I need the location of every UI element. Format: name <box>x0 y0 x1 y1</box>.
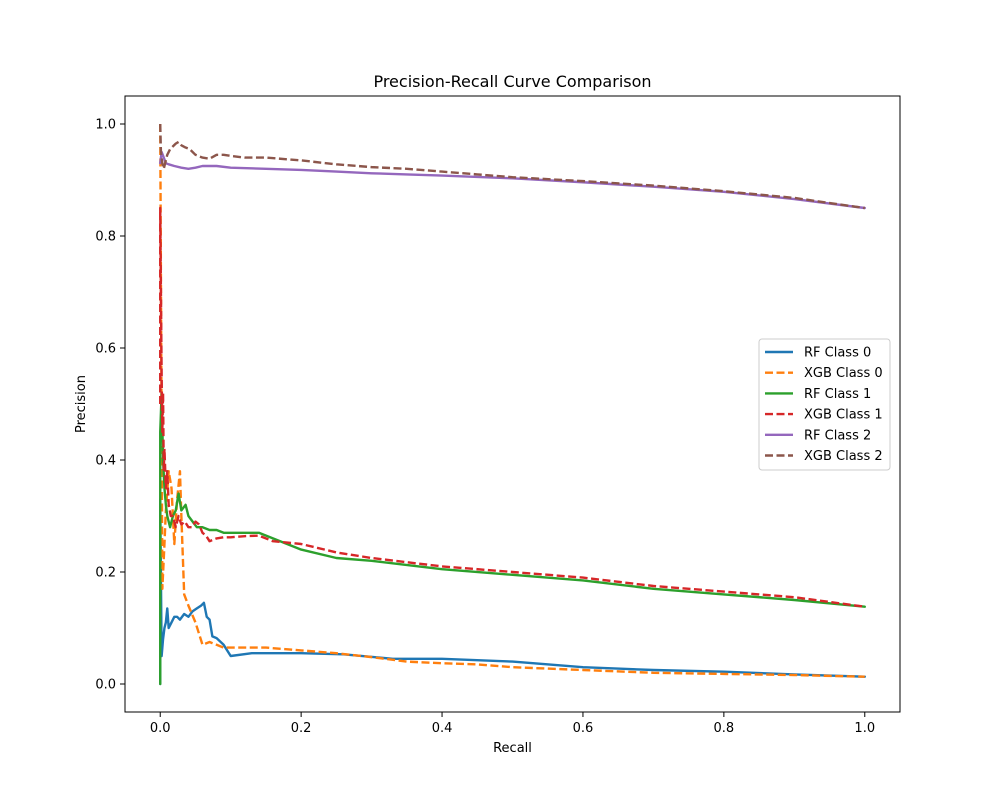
chart-title: Precision-Recall Curve Comparison <box>373 72 651 91</box>
series-line-xgb-class-2 <box>159 123 865 210</box>
legend-entry: RF Class 2 <box>765 428 871 443</box>
legend-label: XGB Class 0 <box>804 366 883 381</box>
series-line-xgb-class-0 <box>159 123 865 678</box>
y-tick-label: 0.2 <box>95 566 116 581</box>
x-tick-label: 0.8 <box>714 721 735 736</box>
legend-label: RF Class 1 <box>804 387 871 402</box>
y-tick-label: 0.4 <box>95 454 116 469</box>
legend-label: RF Class 0 <box>804 346 871 361</box>
legend-entry: XGB Class 1 <box>765 408 883 423</box>
x-tick-label: 0.6 <box>573 721 594 736</box>
legend-label: XGB Class 2 <box>804 449 883 464</box>
series-line-xgb-class-1 <box>159 206 865 608</box>
y-tick-label: 1.0 <box>95 118 116 133</box>
legend-label: XGB Class 1 <box>804 408 883 423</box>
y-tick-label: 0.8 <box>95 230 116 245</box>
x-tick-label: 1.0 <box>854 721 875 736</box>
legend: RF Class 0 XGB Class 0 RF Class 1 XGB Class… <box>758 338 891 471</box>
legend-entry: XGB Class 0 <box>765 366 883 381</box>
axes-frame <box>124 95 901 713</box>
series-line-rf-class-1 <box>159 391 866 686</box>
legend-label: RF Class 2 <box>804 428 871 443</box>
legend-entry: RF Class 1 <box>765 387 871 402</box>
x-tick-label: 0.2 <box>291 721 312 736</box>
x-tick-label: 0.4 <box>432 721 453 736</box>
y-axis-label: Precision <box>74 375 89 433</box>
y-tick-label: 0.0 <box>95 678 116 693</box>
legend-entry: RF Class 0 <box>765 346 871 361</box>
y-tick-label: 0.6 <box>95 342 116 357</box>
legend-entry: XGB Class 2 <box>765 449 883 464</box>
series-line-rf-class-0 <box>159 498 866 686</box>
x-tick-label: 0.0 <box>150 721 171 736</box>
x-axis-label: Recall <box>493 741 532 756</box>
